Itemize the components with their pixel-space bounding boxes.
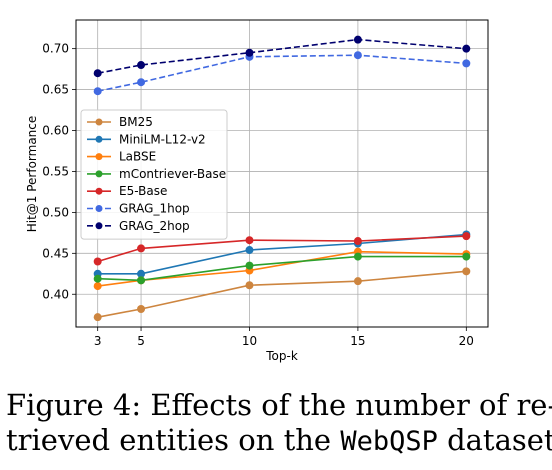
data-point bbox=[462, 252, 471, 261]
x-tick-label: 3 bbox=[94, 334, 102, 348]
legend-label: BM25 bbox=[119, 115, 153, 129]
series-grag-2hop bbox=[93, 35, 471, 78]
legend-label: mContriever-Base bbox=[119, 167, 226, 181]
data-point bbox=[353, 252, 362, 261]
data-point bbox=[93, 69, 102, 78]
data-point bbox=[245, 246, 254, 255]
y-tick-label: 0.70 bbox=[42, 42, 69, 56]
series-e5-base bbox=[93, 232, 471, 266]
legend-label: MiniLM-L12-v2 bbox=[119, 132, 206, 146]
data-point bbox=[93, 313, 102, 322]
figure-caption: Figure 4: Effects of the number of re- t… bbox=[0, 388, 552, 459]
data-point bbox=[137, 78, 146, 87]
data-point bbox=[137, 244, 146, 253]
line-chart: 3 5 10 15 20 0.40 0.45 0.50 0.55 0.60 0.65 0.70 To… bbox=[25, 19, 489, 363]
data-point bbox=[245, 236, 254, 245]
legend-marker bbox=[95, 170, 103, 178]
data-point bbox=[245, 281, 254, 290]
data-point bbox=[93, 274, 102, 283]
data-point bbox=[137, 276, 146, 285]
y-tick-label: 0.60 bbox=[42, 124, 69, 138]
data-point bbox=[462, 267, 471, 276]
series-bm25 bbox=[93, 267, 471, 322]
x-axis-label: Top-k bbox=[265, 349, 298, 363]
data-point bbox=[245, 48, 254, 57]
x-tick-label: 5 bbox=[137, 334, 145, 348]
legend-marker bbox=[95, 153, 103, 161]
data-point bbox=[137, 269, 146, 278]
x-ticks: 3 5 10 15 20 bbox=[94, 327, 474, 348]
caption-line-2-end: dataset. bbox=[447, 423, 552, 457]
data-point bbox=[462, 44, 471, 53]
legend-marker bbox=[95, 118, 103, 126]
x-tick-label: 10 bbox=[242, 334, 257, 348]
x-tick-label: 20 bbox=[459, 334, 474, 348]
data-point bbox=[462, 232, 471, 241]
series-layer bbox=[93, 35, 471, 322]
y-axis-label: Hit@1 Performance bbox=[25, 116, 39, 233]
legend-label: LaBSE bbox=[119, 150, 156, 164]
legend-marker bbox=[95, 222, 103, 230]
caption-line-1: Figure 4: Effects of the number of re- bbox=[6, 388, 552, 422]
data-point bbox=[353, 277, 362, 286]
legend-marker bbox=[95, 187, 103, 195]
data-point bbox=[93, 282, 102, 291]
y-tick-label: 0.65 bbox=[42, 83, 69, 97]
grid bbox=[76, 20, 488, 327]
data-point bbox=[462, 59, 471, 68]
legend-label: GRAG_2hop bbox=[119, 219, 190, 233]
x-tick-label: 15 bbox=[350, 334, 365, 348]
data-point bbox=[93, 87, 102, 96]
data-point bbox=[93, 257, 102, 266]
legend-label: GRAG_1hop bbox=[119, 202, 190, 216]
y-tick-label: 0.50 bbox=[42, 205, 69, 219]
y-tick-label: 0.45 bbox=[42, 246, 69, 260]
caption-dataset-name: WebQSP bbox=[340, 426, 438, 457]
data-point bbox=[245, 261, 254, 270]
series-grag-1hop bbox=[93, 51, 471, 96]
legend-marker bbox=[95, 205, 103, 212]
series-mcontriever-base bbox=[93, 252, 471, 285]
plot-frame bbox=[75, 19, 489, 328]
legend-label: E5-Base bbox=[119, 184, 167, 198]
data-point bbox=[353, 237, 362, 246]
legend-marker bbox=[95, 135, 103, 143]
data-point bbox=[353, 35, 362, 44]
series-line bbox=[97, 54, 467, 92]
caption-line-2: trieved entities on the WebQSP dataset. bbox=[6, 423, 552, 459]
series-line bbox=[97, 38, 467, 74]
caption-line-2-text: trieved entities on the bbox=[6, 423, 341, 457]
data-point bbox=[137, 304, 146, 313]
data-point bbox=[353, 51, 362, 60]
y-ticks: 0.40 0.45 0.50 0.55 0.60 0.65 0.70 bbox=[42, 42, 76, 301]
y-tick-label: 0.40 bbox=[42, 287, 69, 301]
legend: BM25 MiniLM-L12-v2 LaBSE mContriever-Base E5… bbox=[80, 109, 228, 240]
legend-box bbox=[80, 109, 228, 240]
data-point bbox=[137, 61, 146, 70]
y-tick-label: 0.55 bbox=[42, 164, 69, 178]
